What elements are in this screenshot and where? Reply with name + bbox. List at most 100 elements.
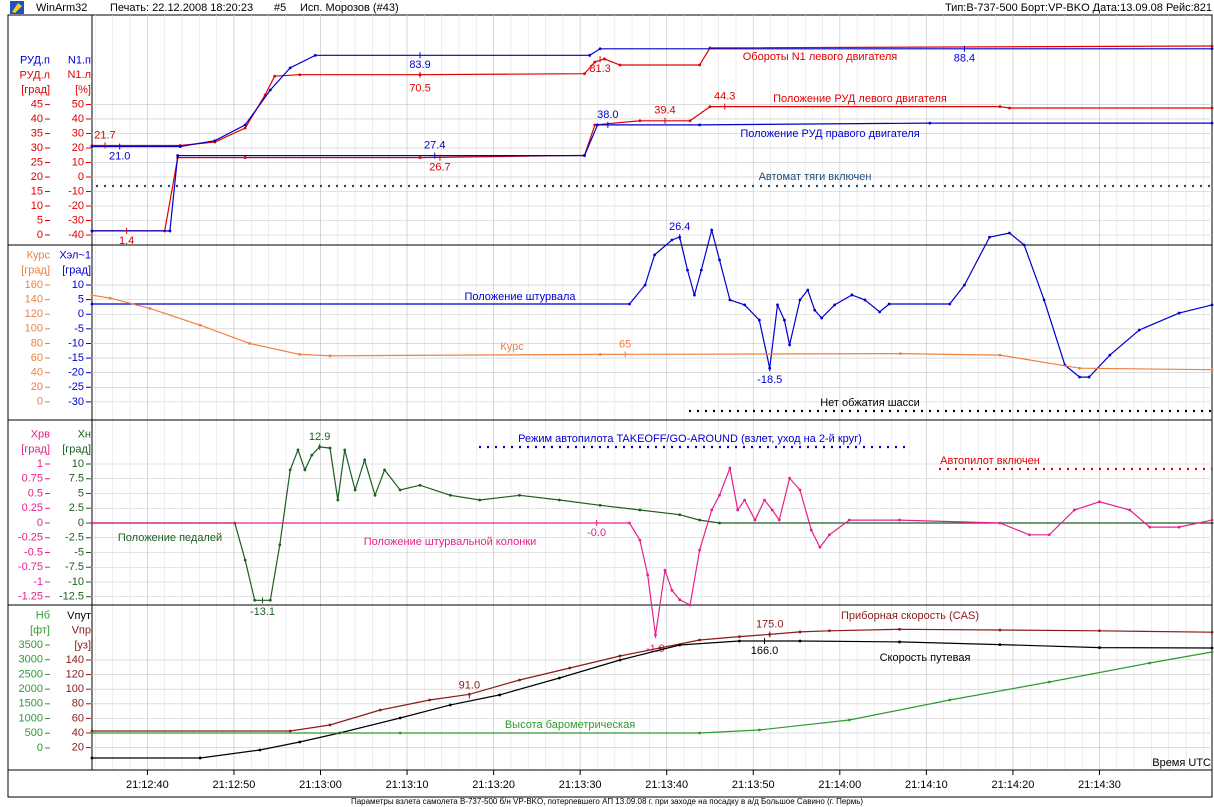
series-point <box>743 498 747 502</box>
series-point <box>798 488 802 492</box>
series-point <box>718 258 721 262</box>
series-point <box>583 72 586 76</box>
series-point <box>353 488 357 492</box>
series-point <box>498 693 502 697</box>
series-point <box>428 698 431 702</box>
series-point <box>598 503 602 507</box>
series-point <box>887 302 891 306</box>
status-label: Нет обжатия шасси <box>820 397 920 409</box>
series-point <box>678 598 682 602</box>
y2-axis-title: [фт] <box>30 624 50 636</box>
series-point <box>90 729 94 733</box>
series-point <box>863 298 867 302</box>
series-point <box>809 528 813 532</box>
flight-info: Тип:B-737-500 Борт:VP-BKO Дата:13.09.08 … <box>945 2 1212 14</box>
series-point <box>288 468 292 472</box>
series-point <box>328 446 332 450</box>
marker-label: 65 <box>619 338 631 350</box>
y2-tick-label: 25 <box>31 156 43 168</box>
series-point <box>678 513 682 517</box>
series-point <box>798 298 802 302</box>
series-point <box>373 493 377 497</box>
y2-tick-label: 80 <box>31 337 43 349</box>
series-point <box>618 658 622 662</box>
series-point <box>398 716 402 720</box>
series-point <box>1047 680 1051 684</box>
y2-tick-label: 2500 <box>19 668 43 680</box>
y-tick-label: 80 <box>72 698 84 710</box>
series-name: Положение РУД левого двигателя <box>773 93 947 105</box>
series-point <box>243 156 247 160</box>
marker-label: 27.4 <box>424 139 445 151</box>
x-tick-label: 21:13:30 <box>559 779 602 791</box>
y2-tick-label: 40 <box>31 367 43 379</box>
series-point <box>698 548 702 552</box>
marker-label: 166.0 <box>751 645 779 657</box>
series-point <box>448 493 452 497</box>
y-axis-title: N1.п <box>68 55 91 67</box>
marker-label: 81.3 <box>589 63 610 75</box>
series-point <box>710 508 714 512</box>
series-point <box>296 448 300 452</box>
series-point <box>213 139 217 143</box>
series-point <box>1210 47 1214 51</box>
series-point <box>699 268 703 272</box>
series-point <box>1137 328 1141 332</box>
series-point <box>998 521 1002 525</box>
y-tick-label: 40 <box>72 727 84 739</box>
marker-label: 26.7 <box>429 162 450 174</box>
y2-tick-label: 120 <box>25 308 43 320</box>
y2-tick-label: 0.75 <box>22 473 43 485</box>
marker-label: 91.0 <box>459 680 480 692</box>
series-point <box>588 53 592 57</box>
series-point <box>928 121 932 125</box>
y-tick-label: 20 <box>72 741 84 753</box>
series-point <box>310 453 314 457</box>
marker-label: -0.0 <box>587 527 606 539</box>
series-point <box>658 646 662 650</box>
y-tick-label: -15 <box>68 352 84 364</box>
y-tick-label: -30 <box>68 396 84 408</box>
series-point <box>686 268 689 272</box>
series-point <box>948 302 952 306</box>
series-point <box>198 756 202 760</box>
series-point <box>693 293 696 297</box>
y-tick-label: 10 <box>72 279 84 291</box>
series-point <box>313 53 317 57</box>
y-tick-label: -2.5 <box>65 532 84 544</box>
series-point <box>90 731 94 735</box>
series-point <box>998 353 1002 357</box>
frame <box>7 14 1213 798</box>
y-tick-label: 0 <box>78 517 84 529</box>
y-tick-label: 50 <box>72 98 84 110</box>
series-point <box>670 238 674 242</box>
series-point <box>718 493 721 497</box>
marker-label: -13.1 <box>250 606 275 618</box>
series-point <box>288 729 292 733</box>
series-point <box>818 545 822 549</box>
series-point <box>478 498 482 502</box>
series-point <box>598 47 602 51</box>
series-point <box>258 748 262 752</box>
marker-label: 38.0 <box>597 109 618 121</box>
series-point <box>378 708 382 712</box>
y-tick-label: -12.5 <box>59 591 84 603</box>
x-tick-label: 21:14:30 <box>1078 779 1121 791</box>
operator: Исп. Морозов (#43) <box>300 2 399 14</box>
y2-axis-title: Хрв <box>31 429 50 441</box>
series-point <box>1128 508 1132 512</box>
series-point <box>1210 518 1214 522</box>
series-point <box>628 302 631 306</box>
y2-tick-label: 0 <box>37 229 43 241</box>
x-tick-label: 21:13:50 <box>732 779 775 791</box>
series-point <box>518 678 521 682</box>
series-point <box>168 229 172 233</box>
series-point <box>663 568 667 572</box>
y-tick-label: 60 <box>72 712 84 724</box>
y2-tick-label: 20 <box>31 381 43 393</box>
series-point <box>268 598 272 602</box>
y2-tick-label: 35 <box>31 127 43 139</box>
series-point <box>783 318 786 322</box>
y-axis-title: Vпр <box>72 625 91 637</box>
y2-tick-label: 10 <box>31 200 43 212</box>
